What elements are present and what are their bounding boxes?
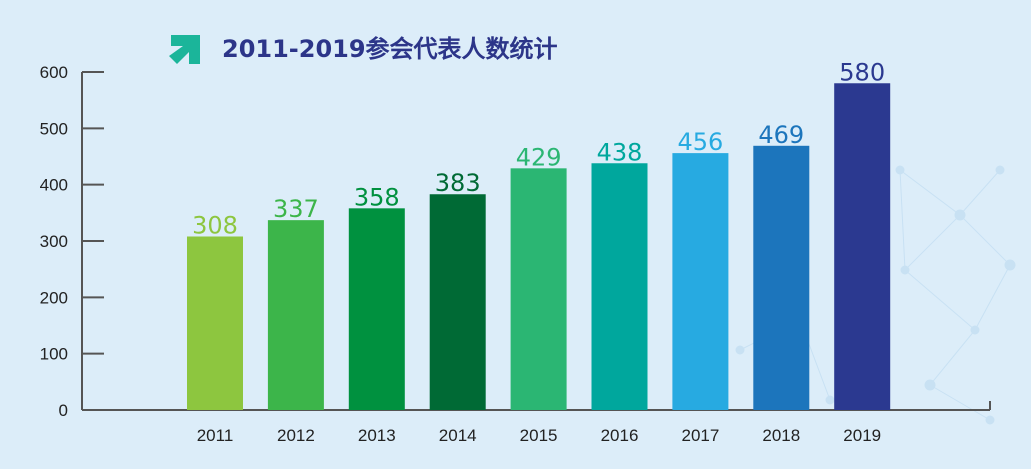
bar-2013 bbox=[348, 208, 405, 410]
x-tick-label-2014: 2014 bbox=[439, 426, 477, 445]
data-label-2015: 429 bbox=[516, 143, 562, 171]
y-tick-label: 400 bbox=[40, 176, 68, 195]
x-tick-label-2012: 2012 bbox=[277, 426, 315, 445]
data-label-2012: 337 bbox=[273, 195, 319, 223]
data-label-2013: 358 bbox=[354, 183, 400, 211]
x-tick-label-2017: 2017 bbox=[681, 426, 719, 445]
chart-title: 2011-2019参会代表人数统计 bbox=[222, 35, 558, 63]
bar-2016 bbox=[591, 163, 648, 410]
x-tick-label-2016: 2016 bbox=[601, 426, 639, 445]
x-axis-tick-labels: 2011 2012 2013 2014 2015 2016 2017 2018 2019 bbox=[197, 426, 881, 445]
y-tick-label: 0 bbox=[59, 401, 68, 420]
bar-2011 bbox=[187, 236, 243, 410]
data-label-2016: 438 bbox=[597, 138, 643, 166]
bar-2017 bbox=[672, 153, 729, 410]
bar-2019 bbox=[834, 83, 891, 411]
bar-2014 bbox=[429, 194, 486, 410]
bars bbox=[187, 83, 891, 411]
y-tick-label: 300 bbox=[40, 232, 68, 251]
data-label-2017: 456 bbox=[677, 128, 723, 156]
bar-2018 bbox=[753, 145, 810, 410]
y-tick-label: 100 bbox=[40, 345, 68, 364]
x-tick-label-2018: 2018 bbox=[762, 426, 800, 445]
x-tick-label-2013: 2013 bbox=[358, 426, 396, 445]
title-icon bbox=[169, 35, 200, 64]
y-tick-label: 500 bbox=[40, 119, 68, 138]
x-tick-label-2019: 2019 bbox=[843, 426, 881, 445]
arrow-up-right-icon bbox=[169, 35, 200, 64]
data-label-2014: 383 bbox=[435, 169, 481, 197]
x-tick-label-2011: 2011 bbox=[197, 426, 234, 445]
x-tick-label-2015: 2015 bbox=[520, 426, 558, 445]
y-tick-label: 600 bbox=[40, 63, 68, 82]
bar-2012 bbox=[267, 220, 324, 410]
data-label-2018: 469 bbox=[758, 121, 804, 149]
data-labels: 308 337 358 383 429 438 456 469 580 bbox=[192, 58, 885, 239]
data-label-2019: 580 bbox=[839, 58, 885, 86]
y-axis-ticks: 0 100 200 300 400 500 600 bbox=[40, 63, 104, 420]
y-tick-label: 200 bbox=[40, 288, 68, 307]
data-label-2011: 308 bbox=[192, 211, 238, 239]
bar-2015 bbox=[510, 168, 567, 410]
